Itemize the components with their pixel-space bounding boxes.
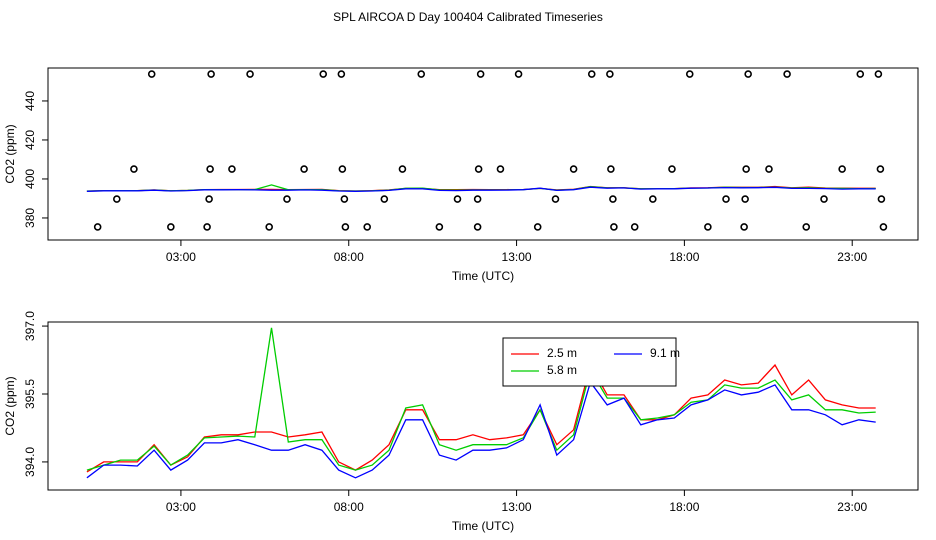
data-point bbox=[93, 223, 102, 231]
data-point bbox=[265, 223, 273, 231]
chart-title: SPL AIRCOA D Day 100404 Calibrated Times… bbox=[333, 10, 603, 24]
data-point bbox=[398, 165, 407, 173]
x-tick-label: 13:00 bbox=[502, 500, 532, 514]
data-point bbox=[474, 165, 483, 173]
y-axis-label: CO2 (ppm) bbox=[3, 124, 17, 183]
data-point bbox=[380, 195, 389, 203]
data-point bbox=[668, 165, 676, 173]
data-point bbox=[876, 165, 885, 173]
y-tick-label: 380 bbox=[23, 208, 37, 228]
data-point bbox=[417, 70, 426, 78]
data-point bbox=[340, 195, 349, 203]
data-point bbox=[203, 223, 211, 231]
data-point bbox=[113, 195, 121, 203]
data-point bbox=[341, 223, 350, 231]
data-point bbox=[704, 223, 712, 231]
data-point bbox=[877, 195, 886, 203]
y-tick-label: 400 bbox=[23, 169, 37, 189]
y-tick-label: 395.5 bbox=[23, 379, 37, 409]
series-line bbox=[86, 186, 876, 192]
data-point bbox=[207, 70, 215, 78]
data-point bbox=[167, 223, 175, 231]
y-axis-label: CO2 (ppm) bbox=[3, 376, 17, 435]
data-point bbox=[453, 195, 462, 203]
data-point bbox=[879, 223, 888, 231]
data-point bbox=[609, 195, 617, 203]
data-point bbox=[874, 70, 883, 78]
data-point bbox=[473, 223, 482, 231]
data-point bbox=[820, 195, 828, 203]
data-point bbox=[569, 165, 578, 173]
x-tick-label: 23:00 bbox=[837, 250, 867, 264]
y-tick-label: 440 bbox=[23, 91, 37, 111]
data-point bbox=[130, 165, 138, 173]
data-point bbox=[685, 70, 694, 78]
y-tick-label: 420 bbox=[23, 130, 37, 150]
legend-label: 9.1 m bbox=[650, 346, 680, 360]
data-point bbox=[838, 165, 846, 173]
data-point bbox=[765, 165, 773, 173]
data-point bbox=[742, 165, 750, 173]
y-tick-label: 397.0 bbox=[23, 311, 37, 341]
x-tick-label: 23:00 bbox=[837, 500, 867, 514]
data-point bbox=[246, 70, 254, 78]
series-line bbox=[86, 363, 876, 473]
x-tick-label: 18:00 bbox=[669, 500, 699, 514]
legend-label: 5.8 m bbox=[547, 363, 577, 377]
data-point bbox=[300, 165, 308, 173]
data-point bbox=[856, 70, 865, 78]
data-point bbox=[741, 195, 749, 203]
x-axis-label: Time (UTC) bbox=[452, 519, 514, 533]
x-tick-label: 13:00 bbox=[502, 250, 532, 264]
data-point bbox=[551, 195, 560, 203]
plot-frame bbox=[47, 321, 919, 491]
data-point bbox=[337, 70, 346, 78]
legend-box bbox=[502, 337, 677, 387]
data-point bbox=[206, 165, 214, 173]
data-point bbox=[533, 223, 542, 231]
data-point bbox=[283, 195, 291, 203]
x-axis-label: Time (UTC) bbox=[452, 269, 514, 283]
data-point bbox=[496, 165, 505, 173]
data-point bbox=[607, 165, 615, 173]
data-point bbox=[740, 223, 748, 231]
x-tick-label: 18:00 bbox=[669, 250, 699, 264]
data-point bbox=[476, 70, 485, 78]
data-point bbox=[205, 195, 213, 203]
data-point bbox=[147, 70, 156, 78]
x-tick-label: 03:00 bbox=[166, 250, 196, 264]
x-tick-label: 03:00 bbox=[166, 500, 196, 514]
data-point bbox=[587, 70, 596, 78]
data-point bbox=[610, 223, 618, 231]
data-point bbox=[606, 70, 614, 78]
data-point bbox=[802, 223, 811, 231]
legend-label: 2.5 m bbox=[547, 346, 577, 360]
data-point bbox=[744, 70, 752, 78]
plot-frame bbox=[47, 67, 919, 241]
data-point bbox=[473, 195, 482, 203]
data-point bbox=[435, 223, 444, 231]
data-point bbox=[722, 195, 730, 203]
data-point bbox=[514, 70, 523, 78]
y-tick-label: 394.0 bbox=[23, 447, 37, 477]
data-point bbox=[783, 70, 791, 78]
data-point bbox=[630, 223, 639, 231]
x-tick-label: 08:00 bbox=[334, 500, 364, 514]
data-point bbox=[338, 165, 347, 173]
series-line bbox=[86, 380, 876, 479]
data-point bbox=[319, 70, 328, 78]
data-point bbox=[228, 165, 236, 173]
data-point bbox=[363, 223, 372, 231]
data-point bbox=[649, 195, 657, 203]
x-tick-label: 08:00 bbox=[334, 250, 364, 264]
series-line bbox=[86, 327, 876, 471]
